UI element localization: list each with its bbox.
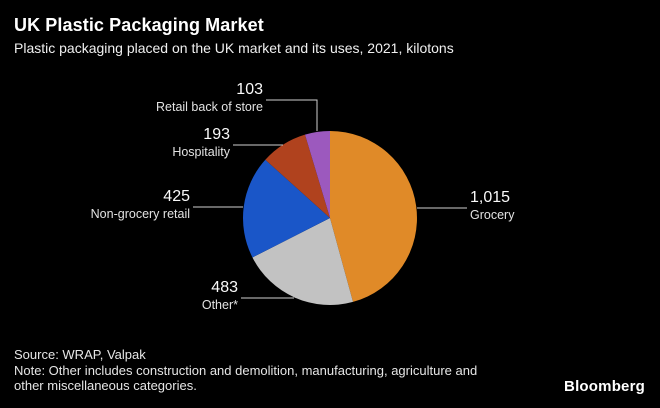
label-grocery-name: Grocery (470, 208, 515, 222)
label-other-name: Other* (201, 298, 238, 312)
pie-slice-2 (242, 159, 330, 258)
chart-title: UK Plastic Packaging Market (14, 15, 264, 35)
label-hospitality-name: Hospitality (172, 145, 230, 159)
pie-slice-1 (252, 218, 353, 305)
leader-line-4 (266, 99, 318, 131)
pie-slice-4 (304, 130, 330, 218)
label-hospitality-value: 193 (203, 126, 230, 143)
pie-slice-3 (265, 134, 330, 218)
label-grocery-value: 1,015 (470, 189, 511, 206)
chart-footer: Source: WRAP, Valpak Note: Other include… (14, 347, 477, 394)
label-other: 483 Other* (202, 277, 238, 313)
label-retail-back-of-store-name: Retail back of store (156, 100, 263, 114)
label-grocery: 1,015 Grocery (470, 187, 514, 223)
label-other-value: 483 (211, 279, 238, 296)
bloomberg-logo: Bloomberg (564, 378, 645, 395)
chart-header: UK Plastic Packaging Market Plastic pack… (14, 14, 454, 57)
source-text: Source: WRAP, Valpak (14, 347, 146, 362)
label-non-grocery-retail-value: 425 (163, 188, 190, 205)
label-retail-back-of-store-value: 103 (236, 81, 263, 98)
label-non-grocery-retail-name: Non-grocery retail (90, 207, 190, 221)
pie-slice-0 (330, 131, 417, 302)
label-retail-back-of-store: 103 Retail back of store (156, 79, 263, 115)
label-hospitality: 193 Hospitality (172, 124, 230, 160)
note-line-2: other miscellaneous categories. (14, 378, 197, 393)
chart-subtitle: Plastic packaging placed on the UK marke… (14, 40, 454, 56)
label-non-grocery-retail: 425 Non-grocery retail (91, 186, 190, 222)
note-line-1: Note: Other includes construction and de… (14, 362, 478, 378)
